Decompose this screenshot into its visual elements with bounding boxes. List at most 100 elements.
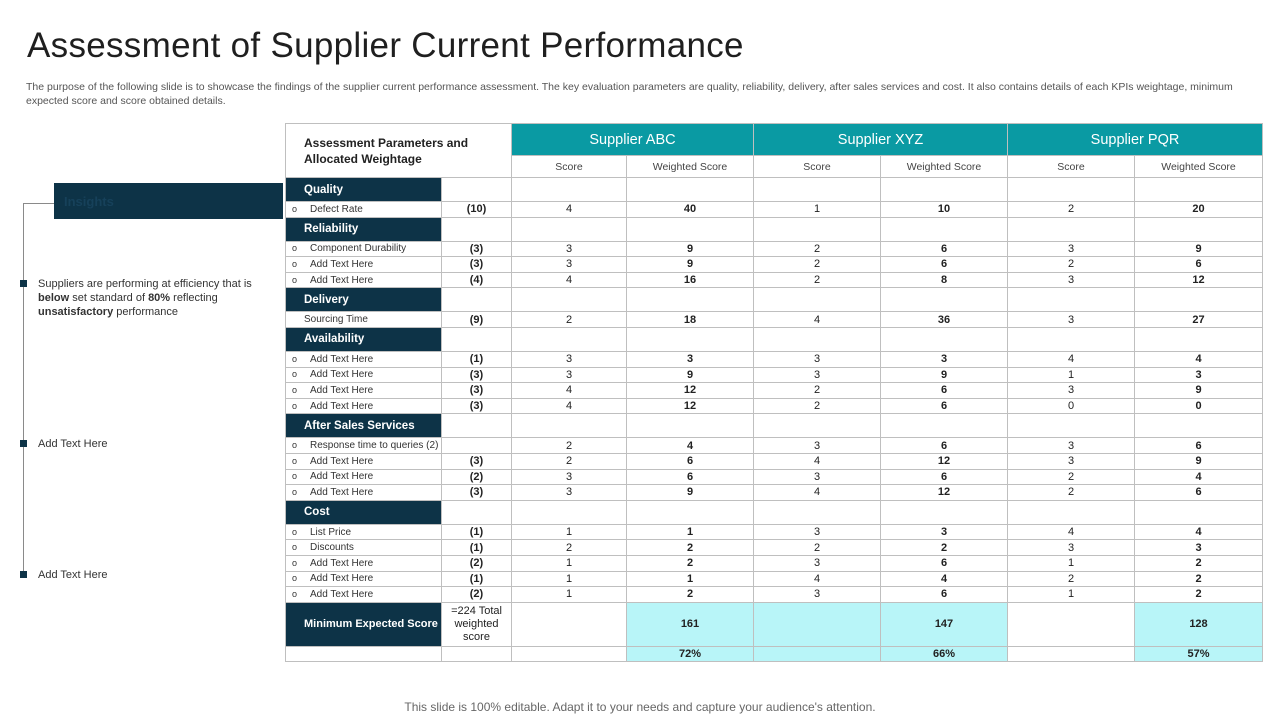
empty-cell bbox=[753, 216, 881, 242]
empty-cell bbox=[880, 499, 1008, 525]
weighted-score-cell: 6 bbox=[880, 554, 1008, 572]
supplier-header: Supplier ABC bbox=[511, 123, 754, 156]
weighted-score-cell: 9 bbox=[1134, 452, 1263, 470]
weightage-cell: (1) bbox=[441, 350, 512, 368]
empty-cell bbox=[1134, 287, 1263, 313]
weighted-score-cell: 6 bbox=[626, 452, 754, 470]
weighted-score-cell: 6 bbox=[626, 468, 754, 486]
assessment-table: Assessment Parameters and Allocated Weig… bbox=[285, 123, 1263, 663]
parameter-label: o Add Text Here bbox=[285, 397, 442, 415]
empty-cell bbox=[626, 413, 754, 439]
score-cell: 3 bbox=[511, 240, 627, 258]
empty-cell bbox=[753, 601, 881, 647]
parameter-label: o Add Text Here bbox=[285, 570, 442, 588]
bullet-icon: o bbox=[292, 440, 298, 451]
score-cell: 3 bbox=[753, 437, 881, 454]
weightage-cell: (3) bbox=[441, 382, 512, 399]
total-weighted-score: =224 Total weighted score bbox=[441, 601, 512, 647]
empty-cell bbox=[441, 499, 512, 525]
weighted-score-cell: 6 bbox=[1134, 437, 1263, 454]
weightage-cell: (3) bbox=[441, 452, 512, 470]
score-cell: 3 bbox=[511, 468, 627, 486]
bullet-icon: o bbox=[292, 203, 298, 214]
weighted-score-cell: 6 bbox=[880, 240, 1008, 258]
weightage-cell: (1) bbox=[441, 570, 512, 588]
empty-cell bbox=[626, 499, 754, 525]
table-row: o Add Text Here (3) 4 12 2 6 0 0 bbox=[285, 397, 1263, 415]
score-cell: 4 bbox=[511, 271, 627, 289]
empty-cell bbox=[441, 645, 512, 663]
parameter-label-text: Add Text Here bbox=[310, 400, 374, 412]
score-cell: 0 bbox=[1007, 397, 1135, 415]
table-row: o Add Text Here (2) 3 6 3 6 2 4 bbox=[285, 468, 1263, 486]
score-cell: 3 bbox=[753, 554, 881, 572]
parameter-label: o Add Text Here bbox=[285, 586, 442, 603]
empty-cell bbox=[880, 413, 1008, 439]
category-label: Cost bbox=[285, 499, 442, 525]
score-cell: 3 bbox=[1007, 240, 1135, 258]
empty-cell bbox=[511, 499, 627, 525]
table-row: o List Price (1) 1 1 3 3 4 4 bbox=[285, 523, 1263, 541]
parameter-label-text: Add Text Here bbox=[310, 384, 374, 396]
bullet-icon: o bbox=[292, 243, 298, 254]
weighted-score-cell: 10 bbox=[880, 201, 1008, 218]
score-cell: 3 bbox=[753, 586, 881, 603]
supplier-percent-score: 72% bbox=[626, 645, 754, 663]
bullet-icon: o bbox=[292, 526, 298, 537]
parameter-label-text: Defect Rate bbox=[310, 203, 363, 215]
weighted-score-cell: 2 bbox=[1134, 586, 1263, 603]
parameter-label-text: Sourcing Time bbox=[304, 313, 368, 325]
empty-cell bbox=[753, 499, 881, 525]
score-cell: 3 bbox=[1007, 452, 1135, 470]
table-row: o Add Text Here (1) 1 1 4 4 2 2 bbox=[285, 570, 1263, 588]
weighted-score-cell: 4 bbox=[1134, 523, 1263, 541]
weighted-score-cell: 9 bbox=[1134, 240, 1263, 258]
empty-cell bbox=[441, 177, 512, 202]
weighted-score-cell: 3 bbox=[626, 350, 754, 368]
parameter-label: o Add Text Here bbox=[285, 554, 442, 572]
score-column-header: Score bbox=[753, 155, 881, 178]
insight-bullet-icon bbox=[20, 440, 27, 447]
empty-cell bbox=[441, 287, 512, 313]
weighted-score-cell: 9 bbox=[626, 240, 754, 258]
empty-cell bbox=[626, 326, 754, 352]
category-row: Cost bbox=[285, 499, 1263, 525]
bullet-icon: o bbox=[292, 486, 298, 497]
insights-heading: Insights bbox=[54, 183, 283, 219]
empty-cell bbox=[753, 177, 881, 202]
bullet-icon: o bbox=[292, 258, 298, 269]
weighted-score-cell: 3 bbox=[1134, 366, 1263, 384]
weighted-score-cell: 27 bbox=[1134, 311, 1263, 328]
score-cell: 3 bbox=[753, 350, 881, 368]
weighted-score-cell: 12 bbox=[626, 382, 754, 399]
score-cell: 3 bbox=[511, 366, 627, 384]
score-cell: 4 bbox=[1007, 350, 1135, 368]
category-label: Quality bbox=[285, 177, 442, 202]
category-row: Quality bbox=[285, 177, 1263, 202]
bullet-icon: o bbox=[292, 274, 298, 285]
supplier-header: Supplier XYZ bbox=[753, 123, 1008, 156]
empty-cell bbox=[441, 216, 512, 242]
score-cell: 3 bbox=[1007, 271, 1135, 289]
bullet-icon: o bbox=[292, 471, 298, 482]
weighted-score-column-header: Weighted Score bbox=[1134, 155, 1263, 178]
supplier-total-score: 128 bbox=[1134, 601, 1263, 647]
score-cell: 2 bbox=[1007, 201, 1135, 218]
parameter-label: o Add Text Here bbox=[285, 366, 442, 384]
bullet-icon: o bbox=[292, 573, 298, 584]
weighted-score-cell: 18 bbox=[626, 311, 754, 328]
category-row: Reliability bbox=[285, 216, 1263, 242]
parameter-label-text: List Price bbox=[310, 526, 352, 538]
score-cell: 2 bbox=[511, 311, 627, 328]
weighted-score-column-header: Weighted Score bbox=[626, 155, 754, 178]
score-cell: 3 bbox=[753, 366, 881, 384]
bullet-icon: o bbox=[292, 557, 298, 568]
empty-cell bbox=[880, 287, 1008, 313]
empty-cell bbox=[880, 326, 1008, 352]
weighted-score-cell: 6 bbox=[880, 382, 1008, 399]
parameter-label: o Response time to queries (2) bbox=[285, 437, 442, 454]
weightage-cell: (1) bbox=[441, 539, 512, 556]
weighted-score-cell: 9 bbox=[626, 366, 754, 384]
weightage-cell: (3) bbox=[441, 366, 512, 384]
parameter-label: o Add Text Here bbox=[285, 484, 442, 501]
